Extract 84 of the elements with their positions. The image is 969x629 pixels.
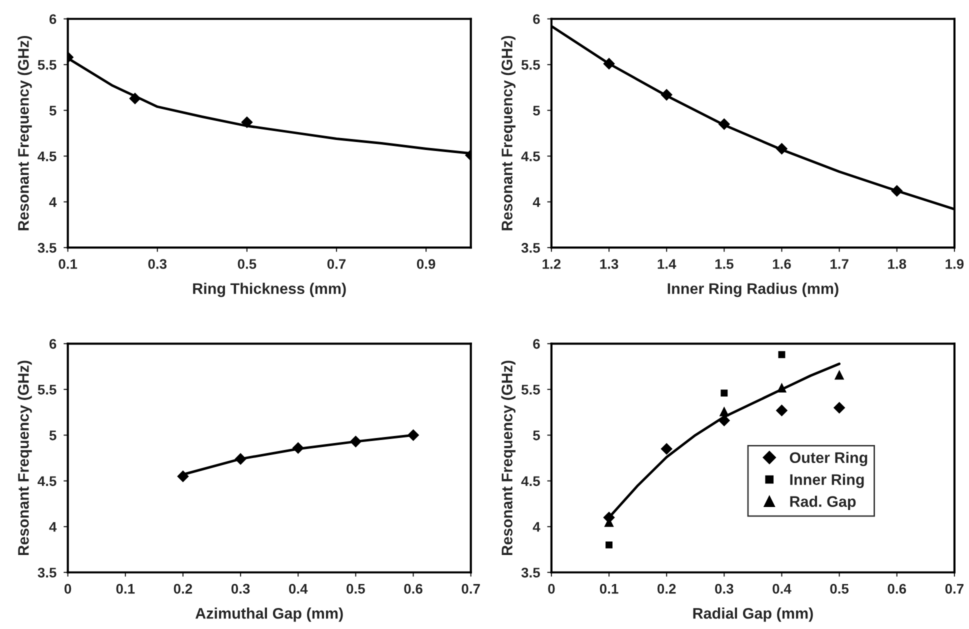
x-tick-label: 1.9 [946, 259, 964, 269]
y-tick-label: 4.5 [521, 476, 540, 486]
y-tick-label: 3.5 [38, 568, 56, 578]
x-tick-label: 0.4 [289, 584, 308, 594]
x-tick-label: 1.2 [542, 259, 561, 269]
x-tick-label: 0.1 [116, 584, 135, 594]
x-tick-label: 0.7 [945, 584, 964, 594]
x-tick-label: 0.6 [404, 584, 422, 594]
x-tick-label: 0.5 [238, 259, 256, 269]
x-tick-label: 1.8 [888, 259, 906, 269]
point [660, 88, 672, 101]
y-tick-label: 5 [533, 106, 540, 116]
point [834, 370, 844, 380]
y-tick-label: 4.5 [38, 152, 56, 162]
y-tick-label: 6 [50, 14, 56, 24]
y-tick-label: 3.5 [521, 242, 540, 253]
x-tick-label: 0.3 [148, 259, 167, 269]
point [718, 118, 730, 130]
y-tick-label: 5 [533, 430, 540, 440]
point [778, 351, 786, 358]
y-tick-label: 5.5 [38, 384, 56, 395]
y-tick-label: 6 [50, 338, 56, 349]
point [776, 404, 788, 416]
point [718, 414, 730, 426]
point [660, 442, 672, 455]
y-axis-title: Resonant Frequency (GHz) [501, 360, 516, 556]
y-axis-title: Resonant Frequency (GHz) [18, 360, 32, 556]
legend-label: Outer Ring [790, 452, 868, 466]
x-tick-label: 1.6 [772, 259, 791, 269]
x-tick-label: 0.4 [772, 584, 792, 594]
point [776, 142, 788, 155]
x-tick-label: 0.6 [888, 584, 906, 594]
x-tick-label: 0.3 [231, 584, 250, 594]
x-tick-label: 0.9 [416, 259, 436, 269]
point [177, 470, 189, 482]
x-tick-label: 0.3 [715, 584, 734, 594]
x-tick-label: 1.3 [600, 259, 618, 269]
y-tick-label: 5.5 [521, 60, 540, 70]
y-axis-title: Resonant Frequency (GHz) [501, 36, 516, 230]
x-tick-label: 0.1 [58, 259, 78, 269]
x-tick-label: 1.7 [830, 259, 848, 269]
x-axis-title: Ring Thickness (mm) [193, 282, 346, 298]
y-tick-label: 5.5 [521, 384, 540, 395]
point [891, 184, 903, 197]
y-axis-title: Resonant Frequency (GHz) [18, 36, 32, 230]
x-tick-label: 0.1 [600, 584, 618, 594]
x-tick-label: 1.4 [658, 259, 676, 269]
point [776, 382, 787, 392]
y-tick-label: 5.5 [38, 60, 56, 70]
x-tick-label: 0 [548, 584, 555, 594]
y-tick-label: 5 [49, 106, 56, 116]
point [833, 402, 846, 414]
y-tick-label: 6 [533, 14, 540, 24]
point [606, 541, 612, 548]
legend-label: Rad. Gap [790, 496, 856, 510]
y-tick-label: 3.5 [38, 242, 56, 253]
x-tick-label: 0.2 [657, 584, 676, 594]
legend-label: Inner Ring [790, 474, 864, 488]
y-tick-label: 4.5 [521, 152, 540, 162]
x-tick-label: 0.7 [327, 259, 346, 269]
x-axis-title: Inner Ring Radius (mm) [668, 282, 838, 298]
point [719, 406, 730, 416]
y-tick-label: 4.5 [38, 476, 56, 486]
y-tick-label: 5 [49, 430, 56, 440]
y-tick-label: 6 [533, 338, 540, 349]
y-tick-label: 4 [532, 197, 540, 207]
point [350, 436, 362, 448]
y-tick-label: 3.5 [521, 568, 540, 578]
x-tick-label: 0.5 [830, 584, 849, 594]
point [720, 390, 728, 397]
x-tick-label: 0.5 [346, 584, 365, 594]
x-axis-title: Azimuthal Gap (mm) [195, 608, 343, 622]
point [407, 429, 420, 442]
x-tick-label: 1.5 [715, 259, 734, 269]
y-tick-label: 4 [49, 522, 57, 532]
y-tick-label: 4 [49, 197, 57, 207]
point [292, 442, 304, 454]
x-tick-label: 0.2 [174, 584, 192, 594]
x-axis-title: Radial Gap (mm) [693, 608, 813, 622]
point [234, 453, 246, 465]
point [603, 58, 615, 70]
x-tick-label: 0.7 [462, 584, 480, 594]
y-tick-label: 4 [532, 522, 540, 532]
x-tick-label: 0 [64, 584, 72, 594]
